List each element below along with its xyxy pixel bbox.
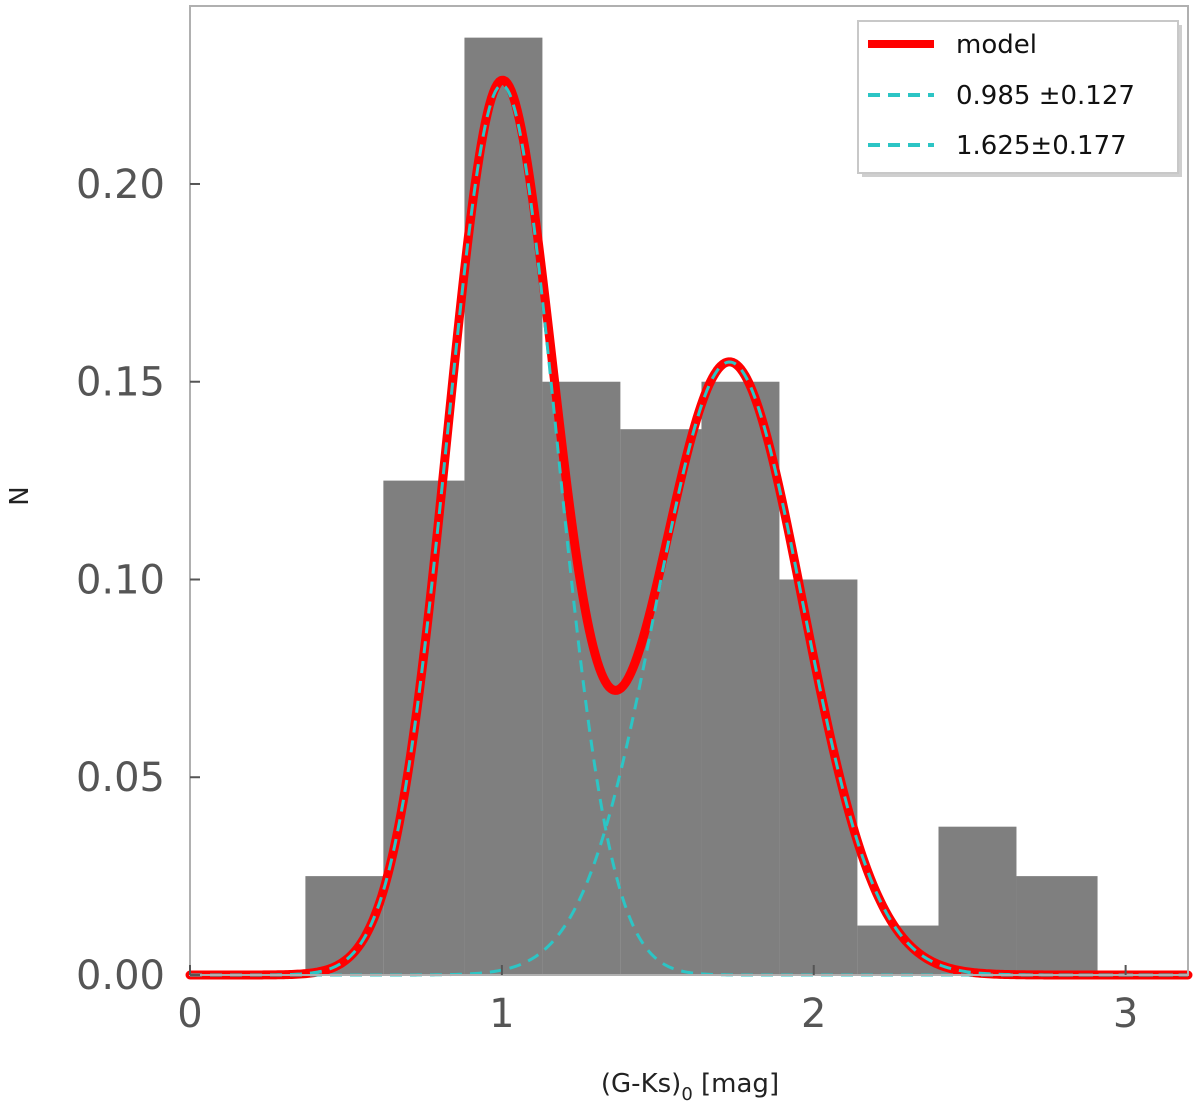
histogram-bar-7 (779, 579, 858, 975)
legend-component1-label: 0.985 ±0.127 (956, 81, 1135, 111)
histogram-bar-5 (620, 429, 702, 975)
axis-ticks: 0 1 2 3 0.00 0.05 0.10 0.15 0.20 (76, 162, 1138, 1037)
y-tick-label-4: 0.20 (76, 162, 165, 208)
legend-model-label: model (956, 30, 1037, 60)
histogram-bars (305, 37, 1098, 976)
histogram-bar-2 (383, 480, 465, 975)
y-tick-label-0: 0.00 (76, 953, 165, 999)
x-axis-label: (G-Ks)0 [mag] (601, 1069, 779, 1105)
plot-frame (189, 5, 1189, 976)
x-tick-label-2: 2 (801, 991, 826, 1037)
histogram-bar-6 (701, 381, 780, 975)
legend-component2-label: 1.625±0.177 (956, 131, 1127, 161)
histogram-bar-9 (938, 826, 1017, 975)
x-tick-label-3: 3 (1113, 991, 1138, 1037)
y-tick-label-1: 0.05 (76, 755, 165, 801)
legend: model 0.985 ±0.127 1.625±0.177 (857, 20, 1182, 177)
x-axis-label-main: (G-Ks) (601, 1069, 681, 1099)
x-tick-label-1: 1 (489, 991, 514, 1037)
x-axis-label-subscript: 0 (681, 1084, 692, 1105)
y-tick-label-2: 0.10 (76, 557, 165, 603)
y-axis-label: N (5, 486, 35, 505)
histogram-bar-10 (1016, 876, 1098, 975)
x-tick-label-0: 0 (177, 991, 202, 1037)
y-tick-label-3: 0.15 (76, 360, 165, 406)
x-axis-label-unit: [mag] (693, 1069, 779, 1099)
